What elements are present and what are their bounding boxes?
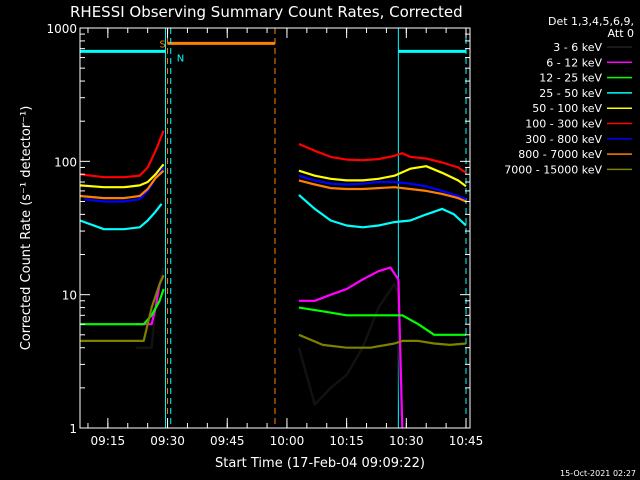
legend-entry-label: 6 - 12 keV: [546, 56, 602, 69]
x-tick-label: 10:30: [389, 434, 424, 448]
x-axis-label: Start Time (17-Feb-04 09:09:22): [215, 456, 425, 471]
axes: 1 10 100 1000 09:15 09:30 09:45 10:00 10:15 10:30…: [46, 22, 483, 448]
y-tick-label: 10: [62, 289, 77, 303]
x-tick-label: 09:45: [210, 434, 245, 448]
y-tick-label: 1: [69, 422, 77, 436]
series-9-pre-line: [80, 274, 165, 342]
night-flag-label: N: [177, 53, 184, 64]
series-5-post-line: [298, 165, 467, 188]
x-tick-label: 09:30: [150, 434, 185, 448]
legend-entry-label: 50 - 100 keV: [532, 102, 602, 115]
x-tick-label: 10:00: [270, 434, 305, 448]
series-6-pre-line: [79, 130, 165, 179]
legend-entry-label: 300 - 800 keV: [525, 133, 602, 146]
series-2-post-line: [298, 266, 404, 429]
legend-entry-label: 12 - 25 keV: [539, 72, 602, 85]
chart-title: RHESSI Observing Summary Count Rates, Co…: [70, 3, 463, 21]
legend-header: Att 0: [608, 27, 634, 40]
legend-entry-label: 800 - 7000 keV: [518, 148, 602, 161]
x-tick-label: 09:15: [91, 434, 126, 448]
series-3-post-line: [298, 306, 466, 336]
series-6-post-line: [298, 142, 467, 174]
saa-flag-label: S: [160, 39, 166, 50]
legend: Det 1,3,4,5,6,9,Att 0 3 - 6 keV 6 - 12 keV…: [504, 15, 634, 176]
series-5-pre-line: [79, 163, 165, 189]
plot-frame: [79, 27, 471, 429]
legend-entry-label: 7000 - 15000 keV: [504, 163, 602, 176]
series-4-pre-line: [79, 203, 163, 231]
x-tick-label: 10:15: [329, 434, 364, 448]
y-axis-label: Corrected Count Rate (s⁻¹ detector⁻¹): [19, 106, 34, 351]
series-4-post-line: [298, 194, 467, 229]
legend-entry-label: 100 - 300 keV: [525, 118, 602, 131]
series-8-pre-line: [79, 169, 165, 200]
footer-date: 15-Oct-2021 02:27: [560, 469, 636, 478]
series-7-post-line: [298, 174, 467, 201]
series-9-post-line: [298, 333, 467, 349]
legend-entry-label: 3 - 6 keV: [553, 41, 602, 54]
x-tick-label: 10:45: [449, 434, 484, 448]
y-tick-label: 100: [54, 155, 77, 169]
legend-header: Det 1,3,4,5,6,9,: [548, 15, 634, 28]
series-3-pre-line: [80, 288, 165, 326]
y-tick-label: 1000: [46, 22, 77, 36]
series-8-post-line: [298, 179, 467, 203]
legend-entry-label: 25 - 50 keV: [539, 87, 602, 100]
series-layer: [79, 130, 467, 429]
